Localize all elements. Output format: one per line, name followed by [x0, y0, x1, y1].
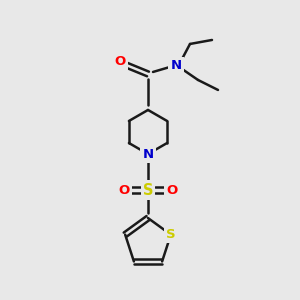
Text: O: O	[118, 184, 130, 196]
Text: O: O	[114, 56, 126, 68]
Text: S: S	[166, 228, 175, 241]
Text: N: N	[142, 148, 154, 160]
Text: O: O	[167, 184, 178, 196]
Text: S: S	[143, 182, 153, 197]
Text: N: N	[170, 59, 182, 73]
